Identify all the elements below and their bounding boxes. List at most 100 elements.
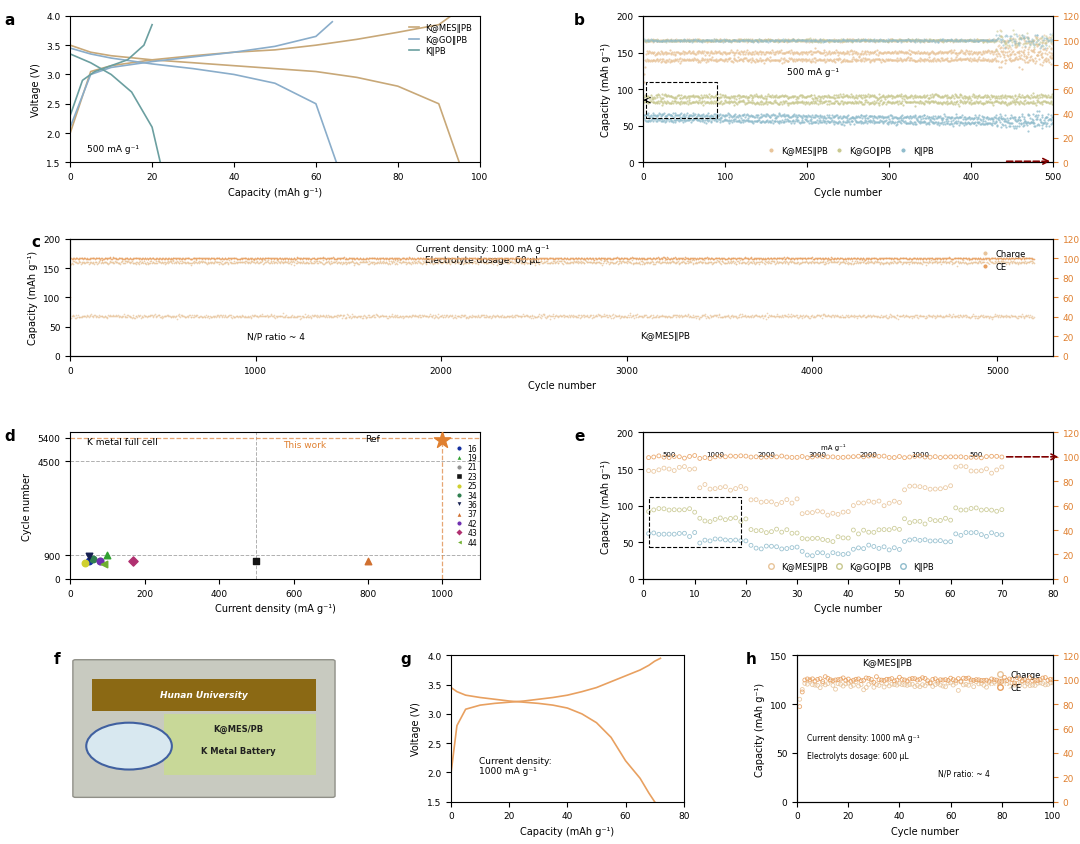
Point: [805, 94, 822, 107]
Point: [678, 34, 696, 47]
Legend: K@MES‖PB, K@GO‖PB, K‖PB: K@MES‖PB, K@GO‖PB, K‖PB: [405, 21, 475, 60]
Point: [794, 35, 811, 49]
Point: [957, 526, 974, 539]
Point: [818, 95, 835, 109]
Point: [798, 54, 815, 68]
Point: [891, 97, 908, 111]
Point: [1002, 112, 1020, 126]
Point: [1011, 117, 1028, 131]
Point: [701, 47, 718, 61]
Point: [1028, 49, 1045, 62]
Point: [870, 53, 888, 67]
Point: [858, 35, 875, 48]
Point: [785, 252, 802, 266]
Point: [812, 116, 829, 130]
Point: [822, 55, 839, 68]
Point: [551, 255, 568, 268]
Point: [204, 252, 221, 266]
Point: [251, 257, 268, 270]
Point: [982, 311, 999, 324]
Point: [765, 35, 782, 49]
Point: [731, 54, 748, 68]
Point: [661, 253, 678, 267]
Point: [829, 677, 847, 690]
Point: [772, 256, 789, 269]
Point: [470, 309, 487, 322]
Point: [773, 114, 791, 127]
Point: [838, 252, 855, 266]
Point: [454, 309, 471, 322]
Point: [270, 252, 287, 266]
Point: [901, 34, 918, 47]
Point: [694, 99, 712, 112]
Point: [710, 311, 727, 324]
Point: [801, 35, 819, 48]
Point: [908, 679, 926, 692]
Point: [829, 35, 847, 48]
Point: [785, 110, 802, 123]
Point: [1023, 37, 1040, 51]
Point: [934, 47, 951, 61]
Point: [1018, 108, 1036, 122]
Point: [924, 35, 942, 48]
Point: [685, 96, 702, 110]
Point: [150, 256, 167, 269]
Point: [1005, 310, 1023, 323]
Point: [836, 47, 853, 61]
Point: [111, 257, 129, 271]
Point: [918, 117, 935, 131]
Point: [660, 108, 677, 122]
Point: [530, 252, 548, 266]
Point: [1012, 32, 1029, 46]
Point: [1008, 115, 1025, 128]
X-axis label: Cycle number: Cycle number: [814, 187, 882, 197]
Point: [1040, 31, 1057, 45]
Point: [696, 310, 713, 323]
Point: [676, 460, 693, 473]
Point: [692, 35, 710, 48]
Point: [137, 257, 154, 271]
Point: [1023, 116, 1040, 129]
Point: [660, 113, 677, 127]
Point: [449, 252, 467, 266]
Point: [554, 257, 571, 271]
Point: [658, 256, 675, 269]
Point: [256, 310, 273, 323]
Point: [567, 311, 584, 324]
Point: [923, 95, 941, 109]
Point: [811, 681, 828, 695]
Point: [730, 35, 747, 49]
Point: [642, 35, 659, 49]
Point: [647, 310, 664, 323]
Point: [807, 116, 824, 130]
Point: [180, 309, 198, 322]
Point: [849, 255, 866, 268]
Point: [91, 309, 108, 322]
Point: [457, 257, 474, 270]
Point: [640, 96, 658, 110]
Point: [616, 252, 633, 265]
Point: [919, 308, 936, 322]
Point: [661, 114, 678, 127]
Point: [757, 111, 774, 124]
Point: [975, 311, 993, 324]
Point: [775, 57, 793, 70]
Point: [837, 116, 854, 130]
Point: [826, 309, 843, 322]
Point: [1023, 98, 1040, 111]
Point: [703, 116, 720, 129]
Point: [920, 256, 937, 269]
Point: [741, 91, 758, 105]
Point: [565, 257, 582, 270]
Point: [788, 54, 806, 68]
Point: [644, 256, 661, 269]
Point: [1040, 91, 1057, 105]
Point: [822, 34, 839, 47]
Point: [961, 257, 978, 270]
Point: [970, 252, 987, 266]
Point: [207, 256, 225, 269]
Point: [674, 46, 691, 59]
Point: [651, 95, 669, 109]
Point: [152, 311, 170, 324]
Point: [76, 257, 93, 270]
